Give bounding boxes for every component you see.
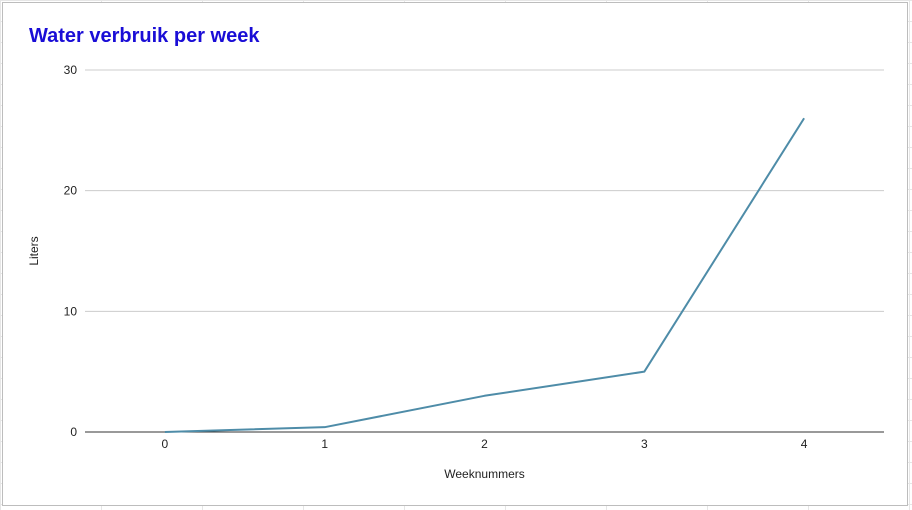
chart-title: Water verbruik per week — [29, 25, 260, 47]
x-tick-label: 0 — [162, 437, 169, 451]
x-tick-label: 1 — [321, 437, 328, 451]
y-tick-label: 0 — [70, 425, 77, 439]
x-tick-labels: 0 1 2 3 4 — [162, 437, 808, 451]
y-tick-label: 30 — [64, 63, 78, 77]
y-tick-label: 10 — [64, 304, 78, 318]
y-tick-labels: 0 10 20 30 — [64, 63, 78, 439]
series-group — [164, 117, 805, 433]
y-tick-label: 20 — [64, 184, 78, 198]
series-line[interactable] — [164, 117, 805, 433]
data-point[interactable] — [164, 431, 166, 433]
data-point[interactable] — [324, 426, 326, 428]
y-axis-title: Liters — [27, 236, 41, 265]
x-axis-title: Weeknummers — [444, 467, 524, 481]
x-tick-label: 3 — [641, 437, 648, 451]
data-point[interactable] — [643, 371, 645, 373]
gridlines — [85, 69, 884, 433]
data-point[interactable] — [803, 117, 805, 119]
x-tick-label: 4 — [801, 437, 808, 451]
x-tick-label: 2 — [481, 437, 488, 451]
data-point[interactable] — [484, 395, 486, 397]
